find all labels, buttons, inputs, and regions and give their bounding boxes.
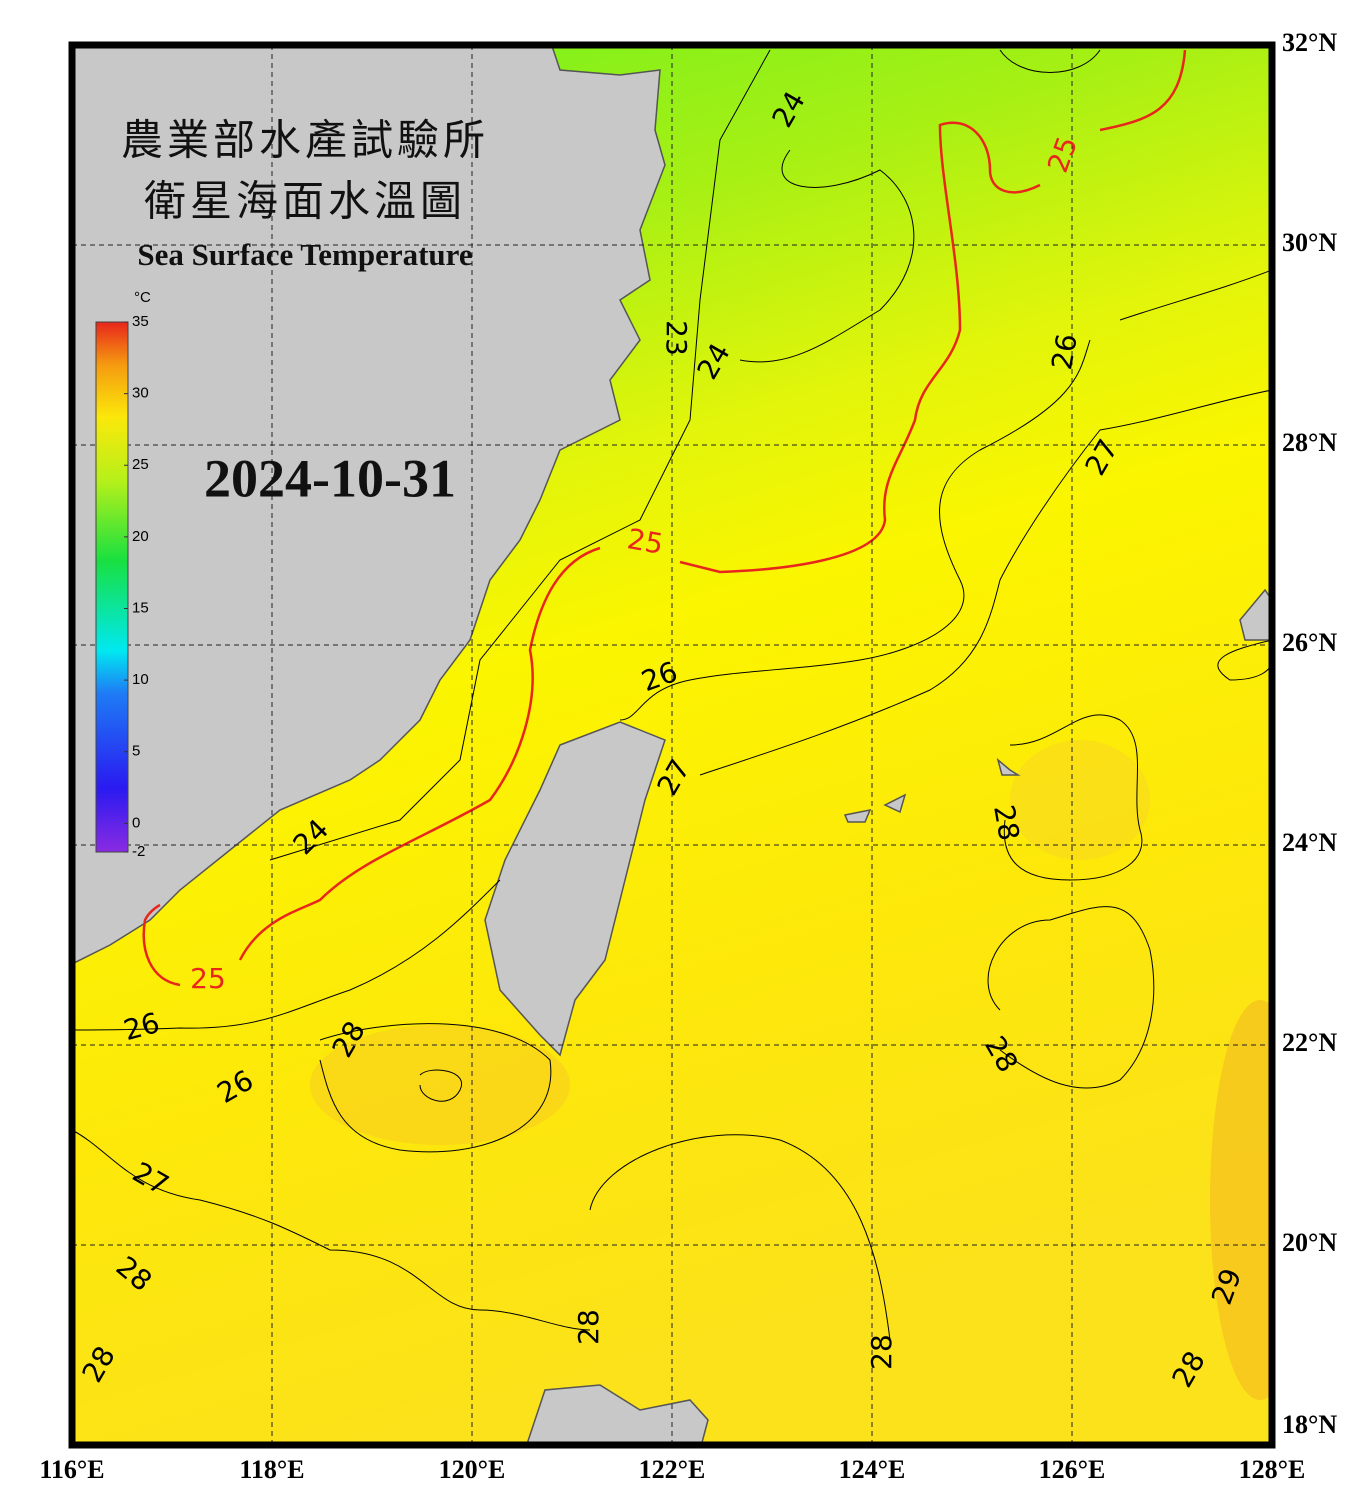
warm-patch (310, 1025, 570, 1145)
colorbar-tick-label: -2 (132, 843, 145, 860)
lat-label: 20°N (1282, 1228, 1337, 1257)
colorbar (95, 321, 129, 853)
colorbar-ticks: 35 30 25 20 15 10 5 0 -2 (124, 313, 149, 860)
mainland (72, 45, 666, 965)
lon-label: 128°E (1239, 1455, 1306, 1484)
lat-label: 28°N (1282, 428, 1337, 457)
isotherm (72, 269, 1272, 1031)
lat-label: 30°N (1282, 228, 1337, 257)
lat-label: 32°N (1282, 28, 1337, 57)
contour-label: 28 (987, 802, 1026, 843)
lat-label: 26°N (1282, 628, 1337, 657)
colorbar-unit: °C (134, 289, 151, 306)
title-zh-1: 農業部水產試驗所 (121, 118, 489, 165)
contour-label: 25 (625, 522, 666, 561)
colorbar-tick-label: 20 (132, 528, 149, 545)
colorbar-tick-label: 10 (132, 671, 149, 688)
contour-label: 28 (865, 1334, 898, 1370)
colorbar-tick-label: 35 (132, 313, 149, 330)
isotherm-highlight (142, 49, 1187, 987)
lon-label: 120°E (439, 1455, 506, 1484)
map-frame (68, 41, 1276, 1449)
contour-label: 28 (572, 1309, 605, 1345)
contour-label: 26 (1045, 331, 1084, 372)
map-body (72, 45, 1272, 1445)
colorbar-tick-label: 5 (132, 743, 140, 760)
luzon (525, 1384, 709, 1445)
date: 2024-10-31 (204, 448, 456, 508)
isotherm (739, 49, 1101, 363)
title-zh-2: 衛星海面水溫圖 (144, 180, 466, 226)
colorbar-tick-label: 0 (132, 814, 140, 831)
lat-label: 18°N (1282, 1410, 1337, 1439)
colorbar-tick-label: 25 (132, 456, 149, 473)
warm-patch (1210, 1000, 1272, 1400)
warm-patch (1010, 740, 1150, 860)
lon-label: 122°E (639, 1455, 706, 1484)
taiwan (484, 721, 666, 1057)
ryukyu (843, 588, 1272, 823)
isotherm (269, 49, 771, 861)
lon-label: 126°E (1039, 1455, 1106, 1484)
lat-label: 22°N (1282, 1028, 1337, 1057)
colorbar-tick-label: 30 (132, 385, 149, 402)
lon-label: 124°E (839, 1455, 906, 1484)
title-en: Sea Surface Temperature (137, 237, 472, 272)
contour-label: 23 (660, 320, 693, 356)
lon-label: 118°E (239, 1455, 304, 1484)
isotherm (319, 714, 1155, 1341)
lat-label: 24°N (1282, 828, 1337, 857)
lon-label: 116°E (39, 1455, 104, 1484)
colorbar-tick-label: 15 (132, 599, 149, 616)
isotherm (72, 389, 1272, 1331)
contour-label: 25 (190, 962, 226, 995)
